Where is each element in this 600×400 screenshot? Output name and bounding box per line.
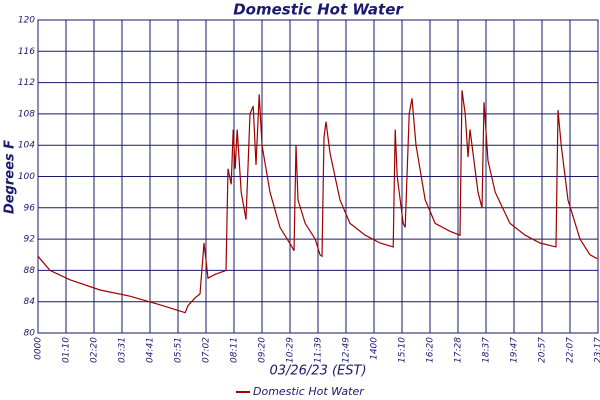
y-tick-label: 80 xyxy=(24,329,36,339)
y-tick-label: 100 xyxy=(18,172,35,182)
x-tick-label: 17:28 xyxy=(454,337,464,363)
y-tick-label: 112 xyxy=(18,78,35,88)
y-tick-label: 84 xyxy=(24,297,36,307)
x-tick-label: 03:31 xyxy=(118,337,128,363)
data-line xyxy=(37,90,598,314)
y-tick-label: 96 xyxy=(24,203,36,213)
x-tick-label: 0000 xyxy=(34,337,44,360)
x-tick-label: 16:20 xyxy=(426,337,436,363)
plot-border xyxy=(37,19,599,334)
y-tick-label: 104 xyxy=(18,141,35,151)
x-tick-label: 10:29 xyxy=(286,337,296,363)
chart-title: Domestic Hot Water xyxy=(233,1,404,19)
x-tick-label: 01:10 xyxy=(62,337,72,363)
x-tick-label: 08:11 xyxy=(230,337,240,363)
x-tick-label: 09:20 xyxy=(258,337,268,363)
y-tick-label: 108 xyxy=(18,109,35,119)
x-tick-label: 22:07 xyxy=(566,337,576,363)
y-tick-label: 88 xyxy=(24,266,36,276)
x-tick-label: 18:37 xyxy=(482,337,492,363)
x-tick-label: 19:47 xyxy=(510,337,520,363)
x-tick-label: 11:39 xyxy=(314,337,324,363)
x-tick-label: 05:51 xyxy=(174,337,184,363)
x-tick-label: 12:49 xyxy=(342,337,352,363)
y-tick-label: 116 xyxy=(18,47,35,57)
x-tick-label: 07:02 xyxy=(202,337,212,363)
x-axis-title: 03/26/23 (EST) xyxy=(269,364,366,379)
x-tick-label: 1400 xyxy=(370,337,380,360)
legend-label: Domestic Hot Water xyxy=(253,385,365,398)
x-tick-label: 15:10 xyxy=(398,337,408,363)
x-tick-label: 04:41 xyxy=(146,337,156,363)
x-tick-label: 02:20 xyxy=(90,337,100,363)
y-tick-label: 92 xyxy=(24,235,36,245)
y-axis-title: Degrees F xyxy=(3,140,18,214)
y-tick-label: 120 xyxy=(18,16,35,26)
x-tick-label: 20:57 xyxy=(538,337,548,363)
x-tick-label: 23:17 xyxy=(594,337,600,363)
